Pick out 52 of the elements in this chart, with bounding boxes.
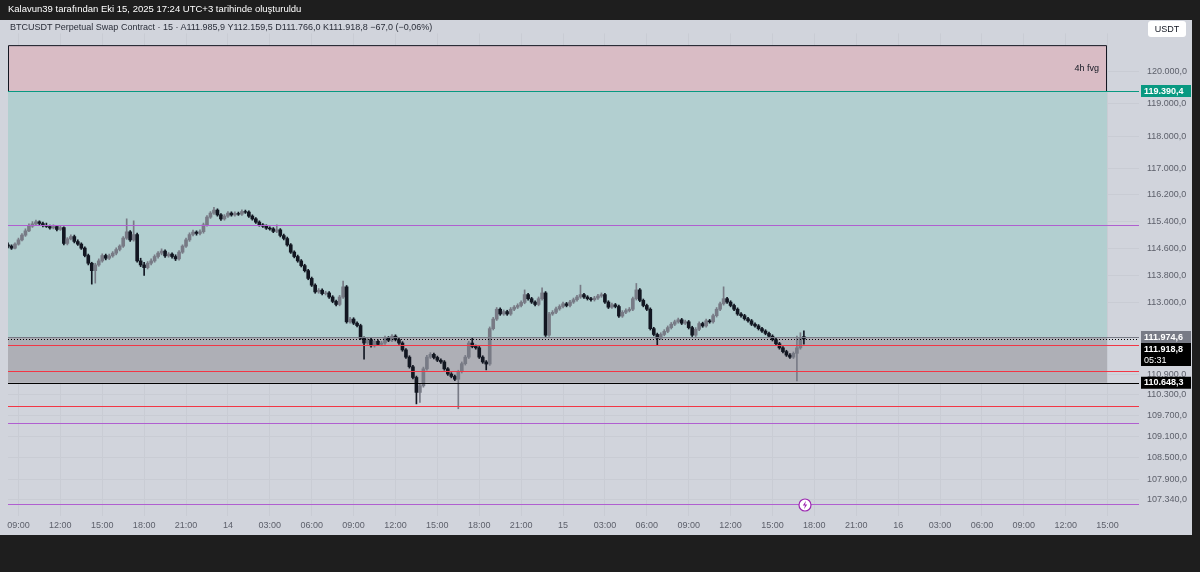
x-tick-label: 06:00 [300, 519, 323, 530]
x-tick-label: 09:00 [1012, 519, 1036, 530]
y-tick-label: 107.340,0 [1147, 493, 1188, 504]
chart-subtitle: BTCUSDT Perpetual Swap Contract · 15 · A111.985,9 Y112.159,5 D111.766,0 K111.918,8 −67,0 (−0,06%) [10, 22, 433, 32]
x-tick-label: 18:00 [132, 519, 156, 530]
x-tick-label: 03:00 [258, 519, 282, 530]
x-tick-label: 12:00 [49, 519, 72, 530]
y-tick-label: 110.300,0 [1147, 389, 1187, 400]
x-tick-label: 12:00 [1054, 519, 1077, 530]
x-tick-label: 03:00 [593, 519, 617, 530]
x-tick-label: 18:00 [467, 519, 491, 530]
x-tick-label: 15 [558, 519, 569, 530]
x-tick-label: 12:00 [719, 519, 742, 530]
y-tick-label: 107.900,0 [1147, 473, 1188, 484]
x-tick-label: 15:00 [1096, 519, 1119, 530]
x-tick-label: 12:00 [384, 519, 407, 530]
text: USDT [1148, 21, 1186, 37]
x-tick-label: 15:00 [90, 519, 114, 530]
x-tick-label: 21:00 [174, 519, 198, 530]
x-tick-label: 14 [222, 519, 233, 530]
y-tick-label: 113.800,0 [1147, 269, 1187, 280]
y-tick-label: 114.600,0 [1147, 242, 1187, 253]
x-tick-label: 15:00 [761, 519, 784, 530]
x-tick-label: 09:00 [342, 519, 365, 530]
y-tick-label: 118.000,0 [1147, 130, 1187, 141]
ref-line-label: 119.390,4 [1144, 85, 1184, 96]
y-tick-label: 110.900,0 [1147, 368, 1187, 379]
y-tick-label: 109.700,0 [1147, 410, 1188, 421]
y-tick-label: 115.400,0 [1147, 215, 1187, 226]
ref-line-label: 110.648,3 [1144, 377, 1184, 388]
x-tick-label: 06:00 [635, 519, 659, 530]
y-tick-label: 120.000,0 [1147, 66, 1188, 77]
x-tick-label: 21:00 [509, 519, 533, 530]
text: 05:31 [1144, 355, 1167, 366]
x-tick-label: 16 [893, 519, 904, 530]
band-label: 4h fvg [1074, 62, 1099, 73]
y-tick-label: 119.000,0 [1147, 98, 1187, 109]
x-tick-label: 03:00 [928, 519, 952, 530]
y-tick-label: 116.200,0 [1147, 189, 1187, 200]
x-tick-label: 18:00 [803, 519, 826, 530]
x-tick-label: 09:00 [7, 519, 30, 530]
x-tick-label: 09:00 [677, 519, 700, 530]
ref-line-label: 111.918,8 [1144, 343, 1184, 354]
y-tick-label: 108.500,0 [1147, 452, 1188, 463]
chart-title: Kalavun39 tarafından Eki 15, 2025 17:24 UTC+3 tarihinde oluşturuldu [8, 3, 302, 14]
x-tick-label: 06:00 [970, 519, 994, 530]
x-tick-label: 21:00 [844, 519, 868, 530]
y-tick-label: 113.000,0 [1147, 296, 1187, 307]
y-tick-label: 109.100,0 [1147, 431, 1188, 442]
y-tick-label: 117.000,0 [1147, 163, 1187, 174]
x-tick-label: 15:00 [426, 519, 449, 530]
ref-line-label: 111.974,6 [1144, 331, 1184, 342]
